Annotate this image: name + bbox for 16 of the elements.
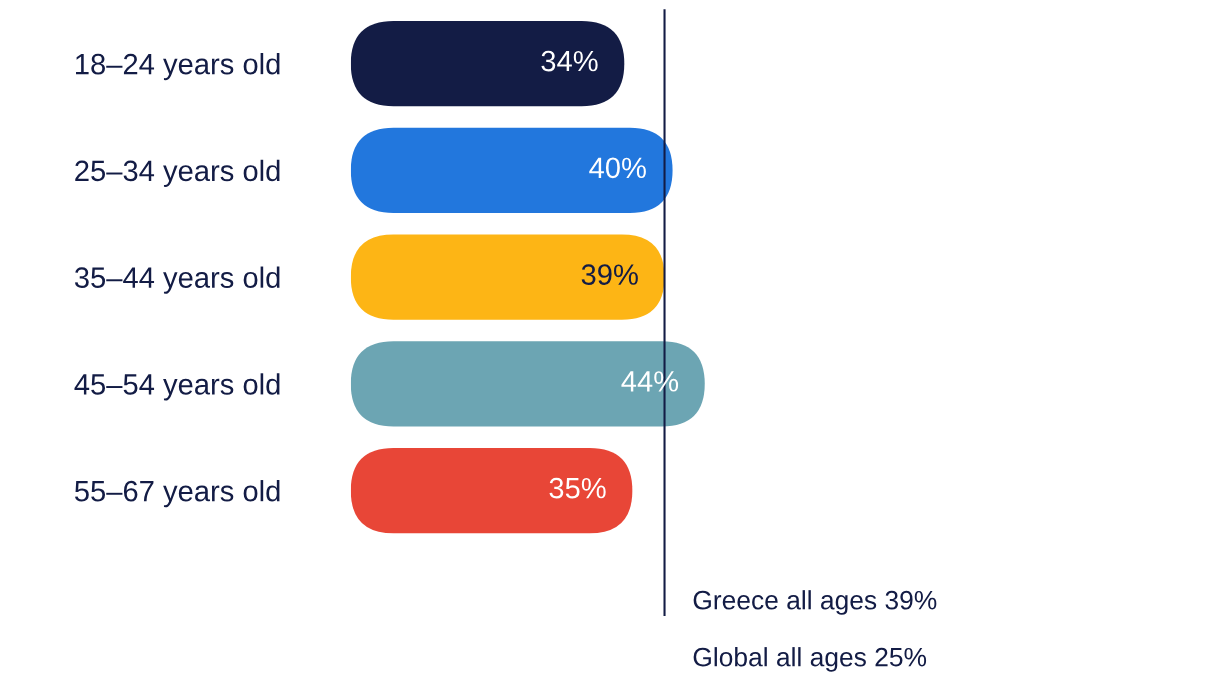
text: Global all ages 25% [693,647,927,672]
bar [350,127,673,214]
data-label: 39% [581,264,638,285]
bar [350,447,633,534]
bar [350,234,665,320]
data-label: 35% [549,477,606,499]
y-tick-label: 18–24 years old [76,53,280,81]
y-tick-label: 25–34 years old [75,159,280,187]
y-tick-label: 55–67 years old [74,480,280,508]
ref-line-label: Greece all ages 39% [693,590,937,615]
bar [350,341,705,427]
bar [350,20,625,107]
y-tick-label: 35–44 years old [74,266,280,294]
data-label: 40% [589,157,646,179]
y-tick-label: 45–54 years old [74,373,280,401]
data-label: 34% [541,50,598,72]
